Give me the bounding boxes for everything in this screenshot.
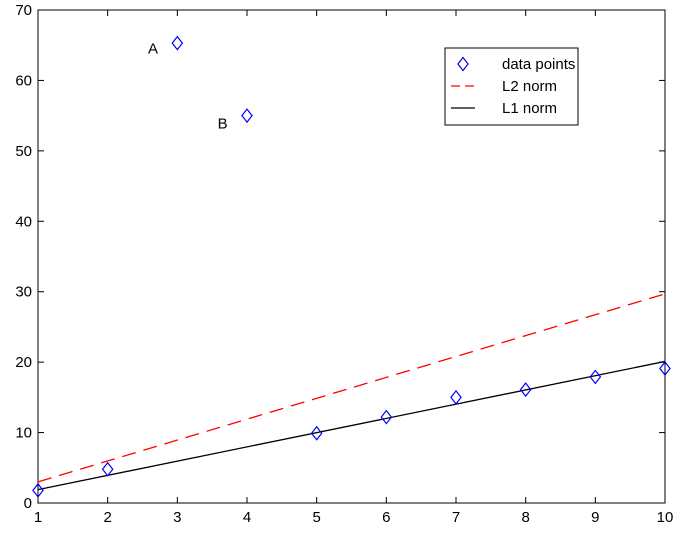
y-tick-label: 60	[15, 72, 32, 89]
x-tick-label: 10	[657, 509, 674, 526]
x-tick-label: 5	[312, 509, 320, 526]
y-tick-label: 30	[15, 284, 32, 301]
data-point	[450, 389, 462, 405]
data-points	[32, 35, 671, 498]
data-point	[101, 461, 114, 477]
x-tick-label: 1	[34, 509, 42, 526]
x-tick-label: 9	[591, 509, 599, 526]
data-point	[380, 409, 393, 425]
legend-label: L1 norm	[502, 100, 557, 117]
legend: data points L2 norm L1 norm	[444, 47, 579, 126]
annotation-label: A	[148, 41, 158, 58]
data-point	[659, 361, 671, 376]
x-tick-label: 6	[382, 509, 390, 526]
l1-norm-line	[37, 360, 666, 491]
data-point	[32, 482, 44, 498]
x-tick-label: 4	[243, 509, 251, 526]
y-axis: 0 10 20 30 40 50 60 70	[15, 2, 665, 512]
y-tick-label: 0	[24, 495, 32, 512]
data-point	[519, 382, 532, 398]
y-tick-label: 40	[15, 213, 32, 230]
legend-label: data points	[502, 56, 575, 73]
data-point	[241, 108, 253, 124]
y-tick-label: 70	[15, 2, 32, 19]
legend-marker-diamond	[457, 56, 469, 72]
annotation-label: B	[218, 115, 228, 132]
legend-label: L2 norm	[502, 78, 557, 95]
data-point	[310, 425, 323, 441]
x-axis: 1 2 3 4 5 6 7 8 9 10	[34, 10, 674, 526]
x-tick-label: 2	[103, 509, 111, 526]
y-tick-label: 20	[15, 354, 32, 371]
y-tick-label: 10	[15, 425, 32, 442]
x-tick-label: 3	[173, 509, 181, 526]
data-point	[589, 369, 602, 385]
annotations: AB	[148, 41, 228, 133]
y-tick-label: 50	[15, 143, 32, 160]
data-point	[171, 35, 184, 51]
fit-lines	[37, 293, 666, 491]
x-tick-label: 7	[452, 509, 460, 526]
x-tick-label: 8	[521, 509, 529, 526]
